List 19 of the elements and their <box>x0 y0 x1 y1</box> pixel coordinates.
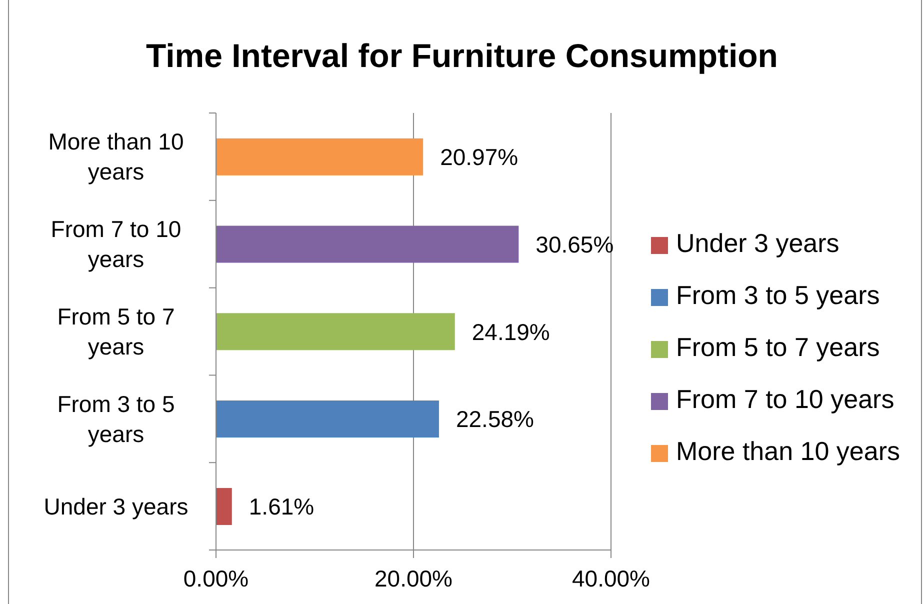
legend-label: From 5 to 7 years <box>676 332 880 362</box>
x-tick-label: 20.00% <box>374 565 453 592</box>
y-tick-label: More than 10 years <box>48 128 184 185</box>
data-label: 24.19% <box>472 318 550 345</box>
y-tick-label: From 7 to 10 years <box>50 216 182 272</box>
data-label: 1.61% <box>248 494 314 520</box>
data-label: 20.97% <box>440 144 518 170</box>
y-tick-label: From 3 to 5 years <box>57 390 175 447</box>
chart-title: Time Interval for Furniture Consumption <box>145 36 779 76</box>
data-label: 22.58% <box>456 406 534 432</box>
y-tick-label: From 5 to 7 years <box>57 304 175 360</box>
data-label: 30.65% <box>536 231 614 258</box>
x-tick-label: 0.00% <box>183 565 249 592</box>
x-tick-label: 40.00% <box>572 565 650 592</box>
legend-label: More than 10 years <box>676 436 900 466</box>
legend-label: Under 3 years <box>676 228 840 258</box>
legend-label: From 3 to 5 years <box>676 280 880 310</box>
y-tick-label: Under 3 years <box>44 493 188 520</box>
legend-label: From 7 to 10 years <box>676 384 894 414</box>
